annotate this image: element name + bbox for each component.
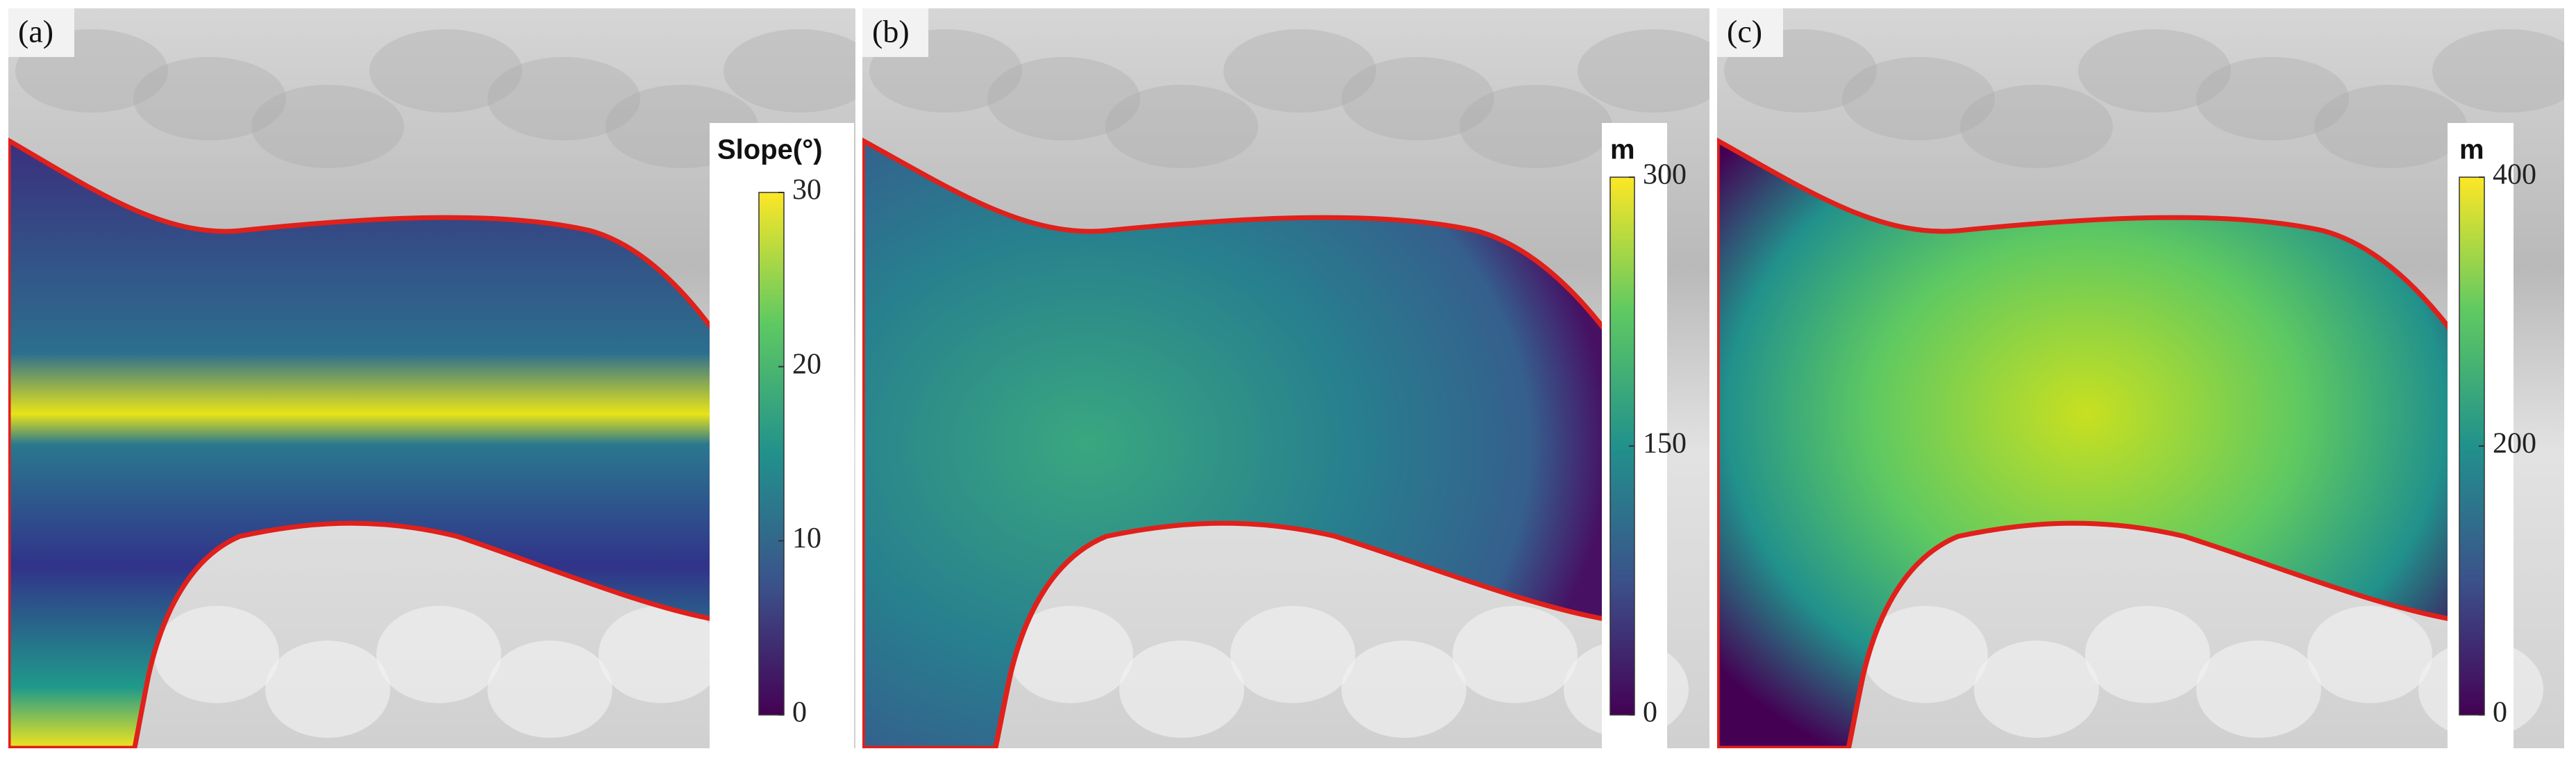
terrain-relief	[724, 29, 855, 113]
terrain-relief	[154, 606, 279, 703]
map-panel: (c) m 0 200 400	[1717, 8, 2564, 748]
terrain-relief	[2078, 29, 2231, 113]
river-channel	[8, 137, 719, 748]
terrain-relief	[1842, 57, 1995, 140]
colorbar-tick-label: 20	[792, 348, 821, 380]
colorbar-tick-label: 300	[1643, 159, 1687, 191]
terrain-relief	[1578, 29, 1709, 113]
panel-label: (c)	[1727, 14, 1762, 49]
map	[862, 8, 1709, 748]
map-panel: (a) Slope(°) 0 10 20 30	[8, 8, 855, 748]
colorbar-title: m	[2459, 135, 2484, 165]
terrain-relief	[1863, 606, 1988, 703]
terrain-relief	[376, 606, 501, 703]
colorbar-tick-label: 400	[2493, 159, 2536, 191]
colorbar	[758, 192, 785, 716]
colorbar-tick-label: 200	[2493, 428, 2536, 460]
label-box	[862, 8, 928, 57]
terrain-relief	[1119, 641, 1244, 738]
terrain-relief	[1960, 85, 2113, 168]
river-channel	[1717, 137, 2457, 748]
terrain-relief	[1105, 85, 1258, 168]
colorbar-tick-label: 0	[2493, 697, 2507, 729]
terrain-relief	[369, 29, 522, 113]
label-box	[8, 8, 74, 57]
terrain-relief	[1453, 606, 1578, 703]
terrain-relief	[2085, 606, 2210, 703]
terrain-relief	[2307, 606, 2432, 703]
terrain-relief	[599, 606, 724, 703]
terrain-relief	[1008, 606, 1133, 703]
river-channel	[862, 137, 1612, 748]
colorbar-tick-label: 0	[792, 697, 807, 729]
terrain-relief	[987, 57, 1140, 140]
colorbar-tick-label: 10	[792, 522, 821, 554]
map	[1717, 8, 2564, 748]
map-panel: (b) m 0 150 300	[862, 8, 1709, 748]
terrain-relief	[133, 57, 286, 140]
panel-label: (a)	[18, 14, 53, 49]
terrain-relief	[1223, 29, 1376, 113]
terrain-relief	[1974, 641, 2099, 738]
label-box	[1717, 8, 1783, 57]
terrain-relief	[1230, 606, 1355, 703]
panel-label: (b)	[872, 14, 910, 49]
colorbar-tick-label: 150	[1643, 428, 1687, 460]
terrain-relief	[1341, 641, 1466, 738]
colorbar-title: m	[1610, 135, 1635, 165]
terrain-relief	[2314, 85, 2467, 168]
terrain-relief	[1460, 85, 1612, 168]
terrain-relief	[487, 641, 612, 738]
terrain-relief	[2432, 29, 2564, 113]
terrain-relief	[265, 641, 390, 738]
colorbar-title: Slope(°)	[717, 135, 823, 165]
terrain-relief	[2196, 57, 2349, 140]
colorbar-tick-label: 30	[792, 174, 821, 206]
colorbar-tick-label: 0	[1643, 697, 1657, 729]
terrain-relief	[487, 57, 640, 140]
terrain-relief	[251, 85, 404, 168]
terrain-relief	[1341, 57, 1494, 140]
terrain-relief	[2196, 641, 2321, 738]
